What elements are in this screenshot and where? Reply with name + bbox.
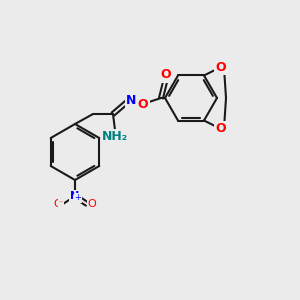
Text: +: + — [75, 194, 81, 202]
Text: N: N — [70, 191, 80, 201]
Text: O: O — [88, 199, 96, 209]
Text: O: O — [138, 98, 148, 110]
Text: ⁻: ⁻ — [59, 199, 63, 208]
Text: O: O — [161, 68, 171, 82]
Text: N: N — [126, 94, 136, 107]
Text: O: O — [216, 61, 226, 74]
Text: O: O — [216, 122, 226, 135]
Text: NH₂: NH₂ — [102, 130, 128, 143]
Text: O: O — [54, 199, 62, 209]
